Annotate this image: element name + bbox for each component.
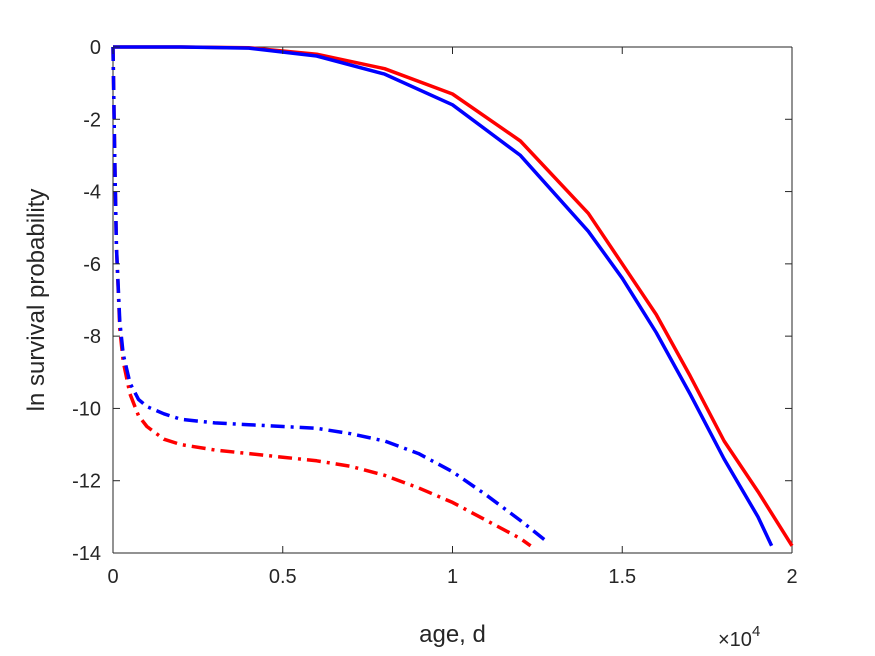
y-tick-label: -4: [83, 182, 101, 204]
y-tick-label: 0: [90, 37, 101, 59]
x-axis-multiplier-base: ×10: [718, 629, 752, 651]
series-line-3: [111, 46, 532, 548]
y-tick-label: -12: [72, 471, 101, 493]
plot-area: [112, 46, 793, 554]
y-tick-label: -8: [83, 326, 101, 348]
y-axis-label: ln survival probability: [23, 189, 50, 412]
y-tick-label: -10: [72, 398, 101, 420]
ticks-layer: 0 0.5 1 1.5 2 0 -2 -4 -6 -8 -10 -12 -14: [72, 37, 797, 588]
x-axis-label: age, d: [419, 621, 486, 648]
x-axis-multiplier: ×104: [718, 623, 760, 651]
x-tick-label: 2: [786, 566, 797, 588]
series-line-2: [113, 45, 774, 547]
y-tick-label: -6: [83, 254, 101, 276]
x-axis-multiplier-exponent: 4: [752, 623, 760, 640]
y-tick-label: -2: [83, 109, 101, 131]
series-line-1: [113, 45, 794, 547]
x-tick-label: 1: [447, 566, 458, 588]
x-tick-label: 1.5: [608, 566, 636, 588]
x-tick-label: 0.5: [269, 566, 297, 588]
x-tick-label: 0: [107, 566, 118, 588]
series-layer: [111, 45, 794, 548]
series-line-4: [111, 46, 549, 544]
y-tick-label: -14: [72, 543, 101, 565]
